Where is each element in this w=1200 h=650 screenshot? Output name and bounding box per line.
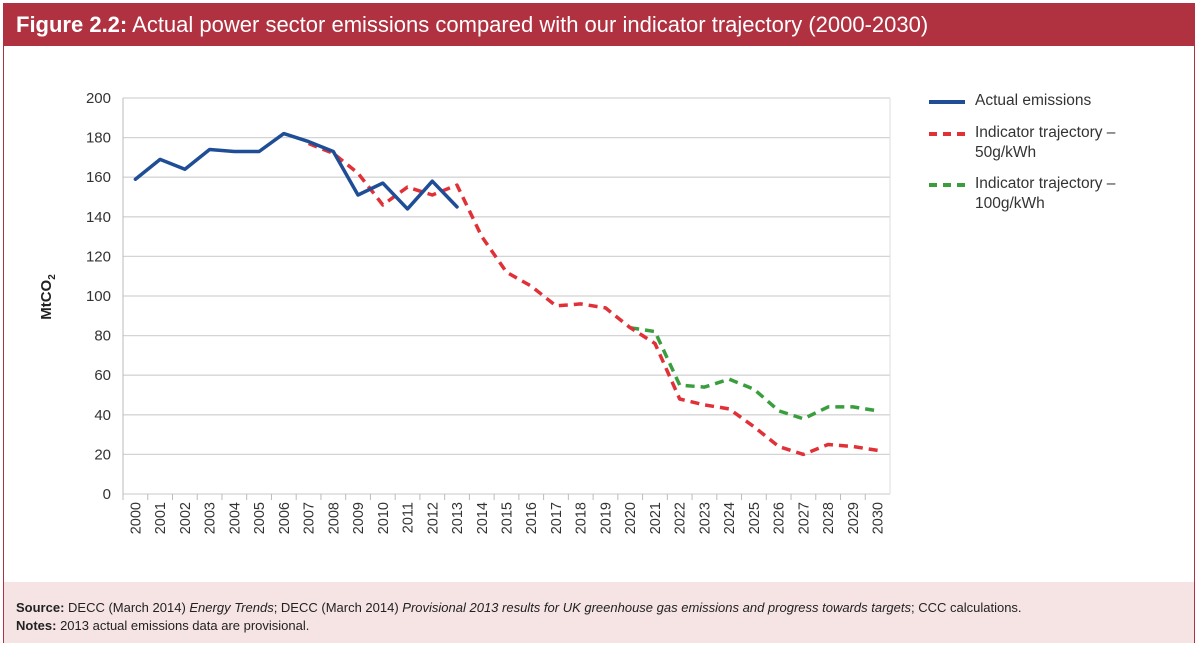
y-tick-label: 0: [103, 486, 111, 503]
y-tick-label: 80: [94, 328, 111, 345]
source-line: Source: DECC (March 2014) Energy Trends;…: [16, 599, 1194, 617]
x-tick-label: 2010: [376, 502, 392, 534]
y-tick-label: 40: [94, 407, 111, 424]
y-tick-label: 160: [86, 169, 111, 186]
y-tick-label: 140: [86, 209, 111, 226]
x-tick-label: 2014: [475, 502, 491, 534]
x-tick-label: 2007: [302, 502, 318, 534]
y-tick-label: 200: [86, 90, 111, 107]
x-tick-label: 2021: [648, 502, 664, 534]
x-tick-label: 2020: [623, 502, 639, 534]
source-label: Source:: [16, 600, 65, 615]
x-tick-label: 2011: [401, 502, 417, 533]
line-chart: 0 20 40 60 80 100 120 140 160 180 200 2000 2001 2002 2…: [38, 90, 891, 534]
x-tick-label: 2016: [524, 502, 540, 534]
legend-label: Indicator trajectory –: [975, 124, 1116, 141]
x-tick-label: 2023: [697, 502, 713, 534]
x-tick-label: 2013: [450, 502, 466, 534]
x-tick-label: 2024: [722, 502, 738, 534]
source-text: DECC (March 2014): [64, 600, 190, 615]
notes-text: 2013 actual emissions data are provision…: [56, 618, 310, 633]
x-tick-label: 2008: [326, 502, 342, 534]
x-tick-label: 2005: [252, 502, 268, 534]
legend-swatch: [929, 100, 965, 104]
figure-title-text: Actual power sector emissions compared w…: [127, 12, 929, 37]
figure-number: Figure 2.2:: [16, 12, 128, 37]
y-tick-label: 180: [86, 130, 111, 147]
legend-label: Actual emissions: [975, 92, 1092, 109]
x-tick-label: 2015: [500, 502, 516, 534]
legend-label: Indicator trajectory –: [975, 175, 1116, 192]
legend-swatch: [929, 132, 965, 136]
legend-label: 50g/kWh: [975, 144, 1037, 161]
x-tick-label: 2018: [574, 502, 590, 534]
figure-footer: Source: DECC (March 2014) Energy Trends;…: [4, 582, 1194, 643]
x-tick-label: 2009: [351, 502, 367, 534]
legend-swatch: [929, 183, 965, 187]
x-tick-label: 2026: [772, 502, 788, 534]
x-tick-label: 2002: [178, 502, 194, 534]
y-tick-label: 20: [94, 446, 111, 463]
x-tick-label: 2004: [227, 502, 243, 534]
y-tick-label: 60: [94, 367, 111, 384]
x-tick-label: 2028: [821, 502, 837, 534]
legend-label: 100g/kWh: [975, 195, 1045, 212]
x-tick-label: 2025: [747, 502, 763, 534]
x-tick-label: 2022: [673, 502, 689, 534]
y-tick-label: 120: [86, 248, 111, 265]
x-tick-label: 2027: [796, 502, 812, 534]
source-text: Provisional 2013 results for UK greenhou…: [402, 600, 911, 615]
figure-title: Figure 2.2: Actual power sector emission…: [4, 4, 1194, 46]
x-tick-label: 2003: [203, 502, 219, 534]
series-line-1: [307, 141, 878, 457]
x-tick-label: 2012: [425, 502, 441, 534]
x-tick-label: 2019: [598, 502, 614, 534]
source-text: ; DECC (March 2014): [273, 600, 403, 615]
x-tick-label: 2030: [871, 502, 887, 534]
source-text: Energy Trends: [189, 600, 274, 615]
y-axis-label: MtCO2: [38, 274, 58, 320]
x-tick-label: 2000: [128, 502, 144, 534]
series-line-2: [629, 325, 878, 421]
notes-line: Notes: 2013 actual emissions data are pr…: [16, 617, 1194, 635]
y-tick-label: 100: [86, 288, 111, 305]
source-text: ; CCC calculations.: [911, 600, 1022, 615]
figure-frame: Figure 2.2: Actual power sector emission…: [3, 3, 1195, 643]
series-line-0: [133, 131, 459, 211]
notes-label: Notes:: [16, 618, 57, 633]
x-tick-label: 2017: [549, 502, 565, 534]
x-tick-label: 2001: [153, 502, 169, 534]
x-tick-label: 2029: [846, 502, 862, 534]
x-tick-label: 2006: [277, 502, 293, 534]
